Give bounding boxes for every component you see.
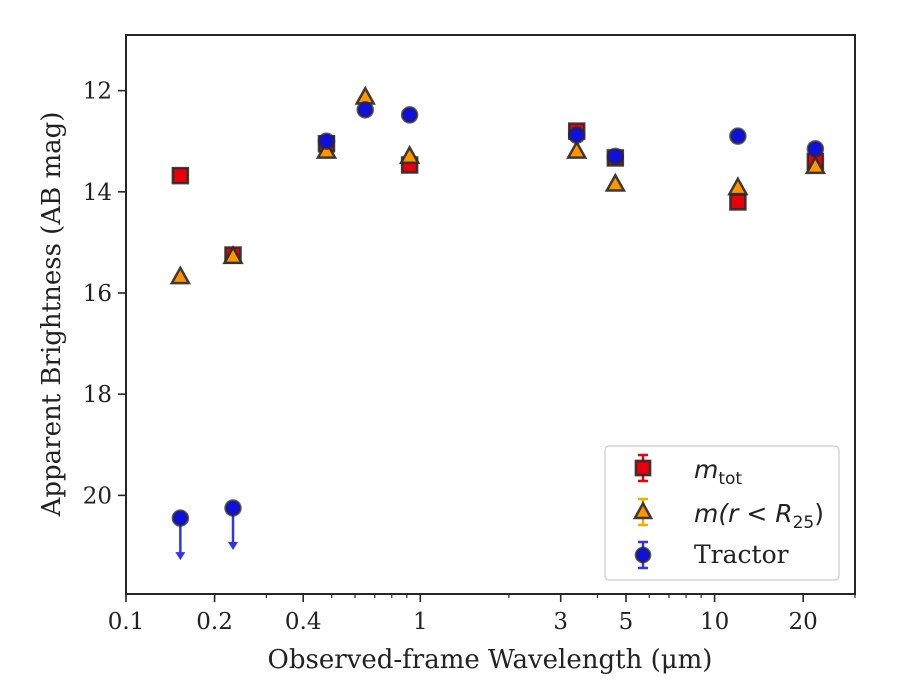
x-tick-label: 10: [700, 609, 729, 635]
data-point-triangle: [604, 172, 627, 192]
legend-marker-square: [634, 459, 652, 477]
y-tick-label: 12: [83, 79, 112, 105]
legend-label-mr25: m(r < R25): [694, 499, 824, 533]
data-point-square: [729, 193, 747, 211]
upper-limit-arrowhead: [175, 552, 186, 561]
series-triangle: [169, 85, 827, 285]
legend-marker-triangle: [632, 500, 654, 520]
axis-ticks: 0.1 0.2 0.4 1 3 5 10 20 12 14 16 18 20: [83, 79, 856, 635]
data-point-triangle: [566, 139, 588, 159]
data-point-circle: [356, 101, 374, 119]
y-tick-label: 16: [83, 281, 112, 307]
y-axis-label: Apparent Brightness (AB mag): [37, 112, 67, 518]
data-point-circle: [606, 147, 625, 166]
data-point-circle: [729, 127, 747, 145]
legend: mtot m(r < R25) Tractor: [604, 445, 840, 581]
data-point-circle: [224, 499, 242, 517]
upper-limit-arrowhead: [228, 542, 239, 550]
x-tick-label: 3: [553, 609, 568, 635]
data-point-triangle: [169, 265, 192, 285]
legend-label-tractor: Tractor: [694, 540, 789, 569]
y-tick-label: 20: [83, 483, 112, 509]
data-point-triangle: [222, 245, 244, 265]
data-marks: [169, 85, 827, 561]
x-tick-label: 0.2: [196, 609, 233, 635]
data-point-square: [171, 166, 190, 185]
y-tick-label: 14: [83, 180, 112, 206]
data-point-triangle: [315, 139, 338, 159]
data-point-circle: [567, 126, 586, 144]
series-circle: [171, 101, 825, 561]
legend-box: [604, 445, 840, 581]
data-point-triangle: [727, 176, 749, 196]
y-tick-label: 18: [83, 382, 112, 408]
data-point-circle: [171, 509, 190, 527]
data-point-circle: [806, 140, 825, 158]
x-axis-label: Observed-frame Wavelength (μm): [268, 645, 713, 675]
x-tick-label: 5: [619, 609, 634, 635]
legend-swatches: [632, 453, 654, 570]
data-point-circle: [400, 106, 419, 124]
data-point-triangle: [804, 154, 827, 175]
data-point-circle: [317, 132, 336, 150]
legend-label-mtot: mtot: [694, 455, 742, 489]
x-tick-label: 0.4: [285, 609, 322, 635]
data-point-triangle: [398, 144, 421, 164]
x-tick-label: 0.1: [108, 609, 145, 635]
legend-marker-circle: [634, 546, 652, 564]
x-tick-label: 20: [789, 609, 818, 635]
x-tick-label: 1: [413, 609, 428, 635]
